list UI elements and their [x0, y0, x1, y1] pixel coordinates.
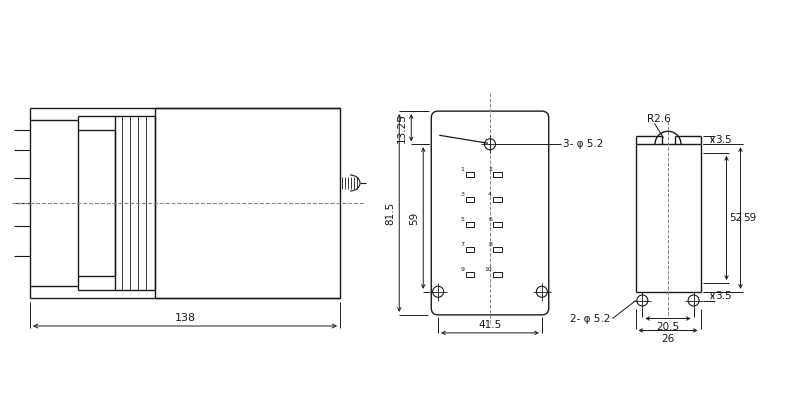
- Text: 13.25: 13.25: [398, 113, 407, 143]
- Text: 3.5: 3.5: [715, 291, 732, 301]
- Text: 10: 10: [484, 267, 492, 272]
- Text: 2- φ 5.2: 2- φ 5.2: [570, 314, 610, 324]
- Text: 7: 7: [461, 242, 465, 247]
- Text: 6: 6: [488, 217, 492, 222]
- Bar: [493, 197, 502, 202]
- Text: 41.5: 41.5: [478, 320, 502, 330]
- Bar: [493, 172, 502, 177]
- Bar: [466, 222, 474, 227]
- Text: 59: 59: [743, 213, 757, 223]
- Bar: [466, 247, 474, 252]
- Bar: [78, 130, 115, 276]
- Text: 3- φ 5.2: 3- φ 5.2: [562, 139, 603, 149]
- Text: 1: 1: [461, 167, 465, 172]
- Text: 81.5: 81.5: [386, 202, 395, 224]
- Text: 59: 59: [410, 212, 419, 224]
- Text: 8: 8: [488, 242, 492, 247]
- Bar: [155, 108, 340, 298]
- Text: 4: 4: [488, 192, 492, 197]
- Text: 52: 52: [730, 213, 742, 223]
- Text: 9: 9: [461, 267, 465, 272]
- Text: 2: 2: [488, 167, 492, 172]
- Text: 3.5: 3.5: [715, 135, 732, 145]
- Bar: [493, 222, 502, 227]
- Bar: [115, 116, 155, 290]
- Text: R2.6: R2.6: [646, 114, 670, 123]
- Text: 138: 138: [174, 313, 195, 323]
- Bar: [466, 172, 474, 177]
- Text: 20.5: 20.5: [657, 322, 679, 332]
- Text: 5: 5: [461, 217, 465, 222]
- Bar: [493, 247, 502, 252]
- Text: 26: 26: [662, 334, 674, 343]
- Text: 3: 3: [461, 192, 465, 197]
- Bar: [466, 197, 474, 202]
- Bar: [493, 272, 502, 277]
- Bar: [466, 272, 474, 277]
